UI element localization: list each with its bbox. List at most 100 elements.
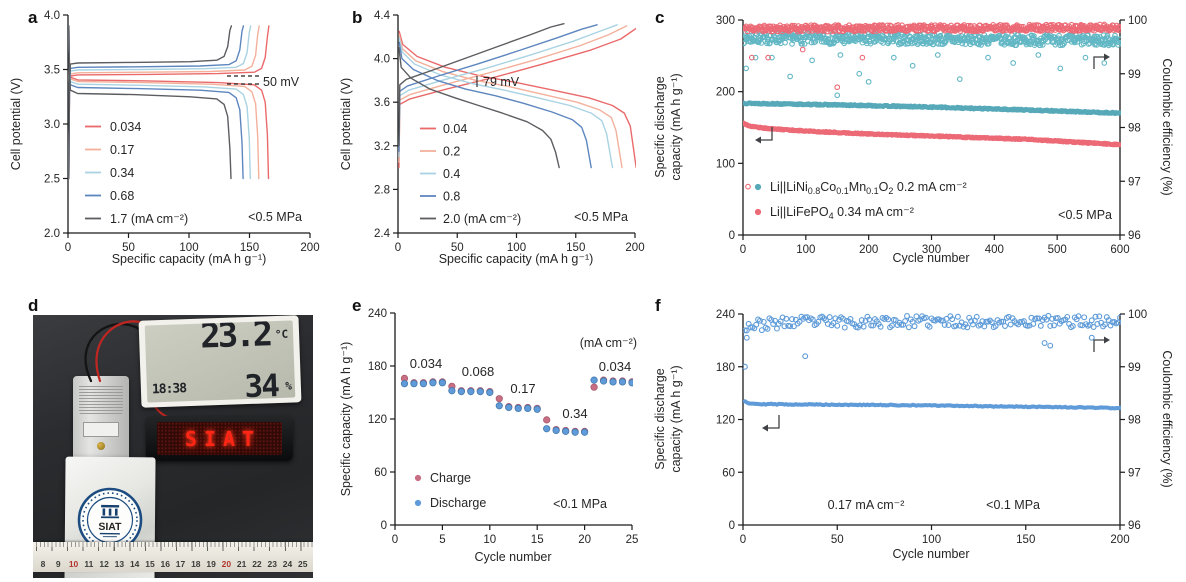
series-0.04d — [398, 30, 636, 169]
svg-text:200: 200 — [625, 242, 644, 254]
ruler-number: 24 — [282, 559, 293, 569]
svg-text:240: 240 — [368, 308, 387, 320]
ruler-number: 23 — [267, 559, 277, 569]
series-NMC capacity — [743, 100, 1121, 117]
svg-text:0.034: 0.034 — [410, 356, 443, 371]
svg-text:5: 5 — [439, 534, 445, 546]
series — [400, 374, 633, 436]
panel-b-chart: 0 50 100 150 200 2.4 2.8 3.2 3.6 4.0 4.4 Specific c… — [339, 10, 645, 266]
svg-text:100: 100 — [507, 242, 526, 254]
panel-label-e: e — [352, 296, 362, 315]
svg-text:96: 96 — [1128, 230, 1141, 242]
svg-text:Specific capacity (mA h g⁻¹): Specific capacity (mA h g⁻¹) — [112, 252, 267, 266]
series-1.7 — [68, 25, 233, 180]
svg-text:<0.5 MPa: <0.5 MPa — [1058, 208, 1112, 222]
axes: 0 100 200 300 400 500 600 0 100 200 300 96 97 98 99 100 — [716, 15, 1147, 256]
svg-text:150: 150 — [1016, 534, 1035, 546]
panel-c-chart: 0 100 200 300 400 500 600 0 100 200 300 96 97 98 99 100… — [653, 15, 1174, 265]
svg-text:300: 300 — [922, 244, 941, 256]
svg-text:120: 120 — [716, 415, 735, 427]
svg-text:0: 0 — [729, 520, 735, 532]
series-0.68d — [68, 25, 244, 180]
ruler-number: 11 — [84, 559, 94, 569]
svg-text:0.4: 0.4 — [443, 167, 460, 181]
series-2.0 — [398, 23, 565, 147]
svg-text:capacity (mA h g⁻¹): capacity (mA h g⁻¹) — [669, 365, 683, 472]
panel-f-chart: 0 50 100 150 20006012018024096979899100Cycle… — [653, 309, 1174, 561]
svg-text:0: 0 — [740, 534, 746, 546]
building-icon — [101, 504, 120, 519]
svg-text:Li||LiNi0.8Co0.1Mn0.1O2 0.2 m: Li||LiNi0.8Co0.1Mn0.1O2 0.2 mA cm⁻² — [770, 180, 967, 196]
svg-text:Charge: Charge — [430, 471, 471, 485]
svg-text:99: 99 — [1128, 69, 1141, 81]
svg-text:97: 97 — [1128, 176, 1141, 188]
legend: Li||LiNi0.8Co0.1Mn0.1O2 0.2 mA cm⁻² Li||L… — [754, 180, 967, 221]
ruler-number: 25 — [298, 559, 308, 569]
svg-text:20: 20 — [578, 534, 591, 546]
svg-text:0.8: 0.8 — [443, 190, 460, 204]
svg-text:0: 0 — [395, 242, 401, 254]
svg-text:99: 99 — [1128, 362, 1141, 374]
svg-text:79 mV: 79 mV — [483, 75, 520, 89]
svg-text:<0.5 MPa: <0.5 MPa — [574, 210, 628, 224]
panel-label-d: d — [28, 296, 39, 315]
svg-text:2.4: 2.4 — [374, 228, 391, 240]
svg-text:0.17: 0.17 — [510, 381, 535, 396]
series-Discharge — [400, 376, 633, 436]
module-screw — [97, 442, 105, 450]
svg-text:25: 25 — [626, 534, 639, 546]
ruler-number: 10 — [68, 559, 79, 569]
svg-text:150: 150 — [240, 242, 259, 254]
svg-text:Specific discharge: Specific discharge — [653, 76, 667, 177]
series-0.034d — [68, 25, 270, 180]
ruler-number: 19 — [206, 559, 216, 569]
svg-text:200: 200 — [300, 242, 319, 254]
ruler-number: 20 — [221, 559, 232, 569]
panel-label-c: c — [655, 8, 665, 27]
svg-text:2.0: 2.0 — [44, 228, 60, 240]
axes: 0 50 100 150 200 2.4 2.8 3.2 3.6 4.0 4.4 — [374, 10, 645, 254]
svg-text:100: 100 — [796, 244, 815, 256]
series-0.04 — [398, 27, 636, 169]
svg-text:500: 500 — [1048, 244, 1067, 256]
svg-text:0.17 mA cm⁻²: 0.17 mA cm⁻² — [828, 498, 905, 512]
series-0.8 — [398, 24, 598, 152]
series-2.0d — [398, 47, 560, 169]
svg-text:180: 180 — [716, 362, 735, 374]
svg-text:200: 200 — [716, 87, 735, 99]
series-0.8d — [398, 41, 592, 169]
series-0.2 — [398, 25, 628, 163]
pouch-cell: SIAT — [64, 456, 156, 578]
ruler-scale: 8 9 10 11 12 13 14 15 16 17 18 19 20 21 22 23 24 25 — [36, 559, 310, 569]
svg-text:15: 15 — [531, 534, 544, 546]
svg-text:2.8: 2.8 — [374, 184, 390, 196]
panel-label-b: b — [352, 8, 363, 27]
svg-text:<0.5 MPa: <0.5 MPa — [248, 210, 302, 224]
series-LFP Coulombic efficiency — [743, 21, 1121, 190]
svg-text:0.68: 0.68 — [110, 189, 134, 203]
legend: Charge Discharge — [414, 471, 486, 510]
svg-text:0: 0 — [65, 242, 71, 254]
svg-text:Cycle number: Cycle number — [892, 547, 969, 561]
ruler-number: 16 — [160, 559, 170, 569]
svg-text:1.7 (mA cm⁻²): 1.7 (mA cm⁻²) — [110, 212, 188, 226]
svg-text:100: 100 — [922, 534, 941, 546]
series-0.34d — [68, 25, 251, 180]
svg-text:100: 100 — [716, 158, 735, 170]
ruler-number: 22 — [252, 559, 262, 569]
ruler-number: 18 — [191, 559, 201, 569]
panel-label-a: a — [28, 8, 38, 27]
svg-text:60: 60 — [374, 467, 387, 479]
axes: 0 50 100 150 200 2.0 2.5 3.0 3.5 4.0 — [44, 10, 320, 254]
series-Coulombic efficiency — [743, 312, 1121, 370]
svg-text:4.4: 4.4 — [374, 10, 391, 22]
svg-text:0.17: 0.17 — [110, 143, 134, 157]
ruler-number: 13 — [114, 559, 125, 569]
svg-text:<0.1 MPa: <0.1 MPa — [986, 498, 1040, 512]
svg-text:3.6: 3.6 — [374, 97, 390, 109]
svg-text:0.034: 0.034 — [110, 120, 141, 134]
svg-text:Specific discharge: Specific discharge — [653, 368, 667, 469]
series-0.34 — [68, 25, 252, 180]
ruler-number: 9 — [55, 559, 61, 569]
